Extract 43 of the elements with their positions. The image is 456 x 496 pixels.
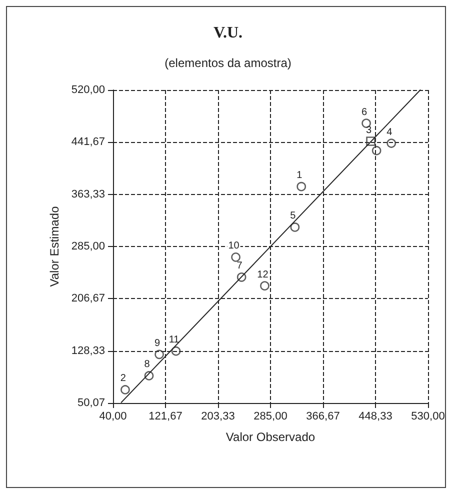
y-tick-label: 363,33 bbox=[71, 188, 105, 200]
annotation: 12 bbox=[257, 269, 269, 280]
annotation: 7 bbox=[236, 260, 243, 272]
y-tick-label: 206,67 bbox=[71, 292, 105, 305]
point bbox=[296, 182, 306, 192]
annotation: 6 bbox=[362, 106, 368, 118]
annotation: 1 bbox=[296, 170, 303, 182]
x-tick-label: 366,67 bbox=[306, 410, 340, 422]
point bbox=[372, 146, 382, 156]
point bbox=[144, 371, 154, 380]
x-tick-label: 40,00 bbox=[99, 410, 127, 422]
annotation: 4 bbox=[386, 126, 393, 138]
point bbox=[120, 385, 130, 394]
x-tick-label: 285,00 bbox=[254, 410, 288, 422]
x-tick-label: 203,33 bbox=[201, 410, 235, 422]
point bbox=[171, 346, 181, 356]
y-tick-label: 441,67 bbox=[71, 136, 105, 148]
point bbox=[154, 350, 164, 360]
annotation: 9 bbox=[154, 338, 161, 349]
y-tick-label: 520,00 bbox=[71, 84, 105, 96]
point bbox=[236, 272, 246, 282]
x-tick-label: 121,67 bbox=[148, 410, 182, 422]
point bbox=[386, 138, 396, 148]
x-tick-label: 448,33 bbox=[358, 410, 392, 422]
y-tick-label: 50,07 bbox=[77, 397, 105, 409]
point bbox=[362, 118, 371, 128]
annotation: 11 bbox=[168, 334, 180, 346]
x-tick-label: 530,00 bbox=[411, 410, 445, 422]
point bbox=[366, 136, 376, 146]
y-axis-title: Valor Estimado bbox=[47, 206, 62, 287]
point bbox=[231, 252, 240, 262]
chart-subtitle: (elementos da amostra) bbox=[164, 56, 292, 70]
x-axis-title: Valor Observado bbox=[226, 430, 316, 444]
point bbox=[290, 222, 300, 232]
annotation: 8 bbox=[144, 359, 150, 370]
y-tick-label: 128,33 bbox=[71, 344, 105, 357]
annotation: 2 bbox=[120, 373, 126, 384]
annotation: 10 bbox=[228, 240, 240, 252]
chart-title: V.U. bbox=[213, 24, 243, 42]
point bbox=[260, 281, 270, 290]
y-tick-label: 285,00 bbox=[71, 240, 105, 253]
annotation: 5 bbox=[290, 210, 296, 222]
annotation: 3 bbox=[366, 124, 372, 136]
